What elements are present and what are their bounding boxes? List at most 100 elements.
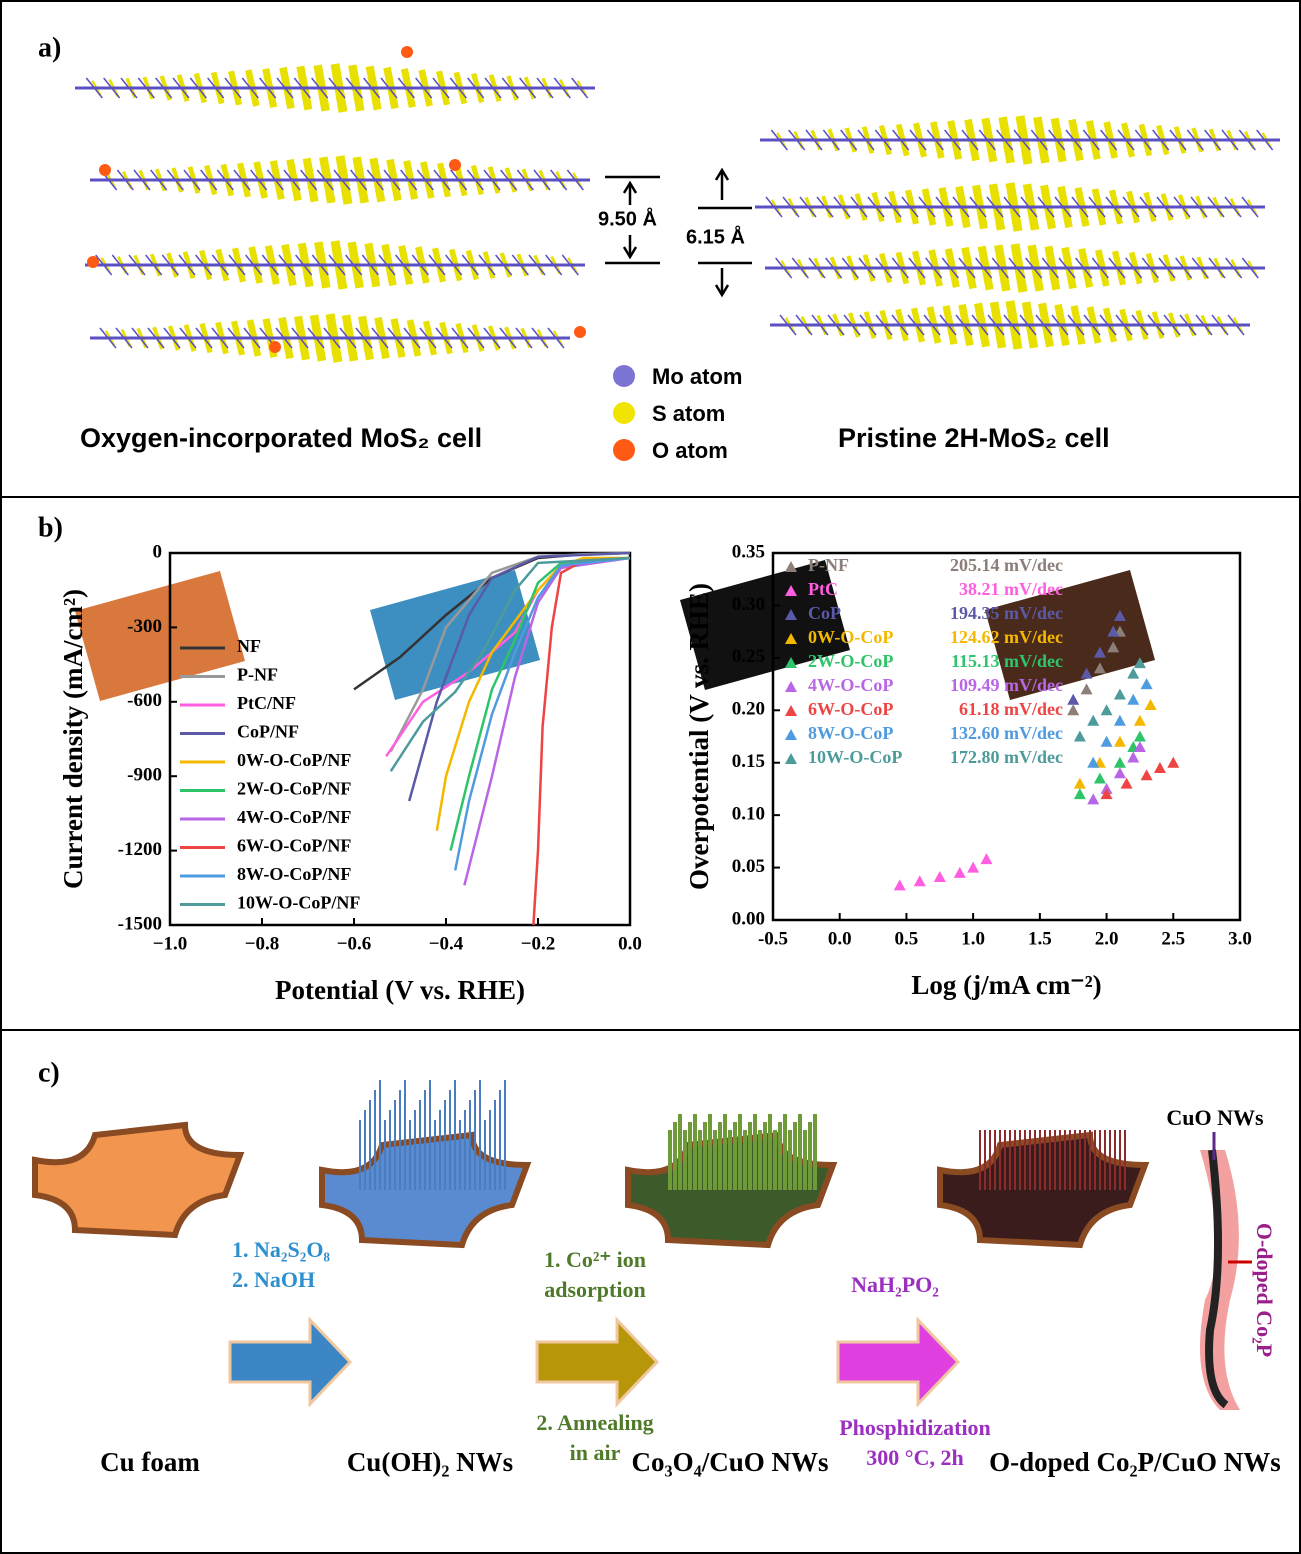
y-tick-label: 0.35 (732, 541, 765, 562)
point (1073, 730, 1086, 742)
point (967, 861, 980, 873)
stage-label: Co₃O₄/CuO NWs (632, 1447, 829, 1477)
point (1113, 688, 1126, 700)
x-tick-label: −0.2 (521, 933, 556, 954)
y-tick-label: 0.30 (732, 594, 765, 615)
legend-slope: 205.14 mV/dec (950, 555, 1063, 575)
legend-label: PtC/NF (237, 693, 296, 713)
inset-label: O-doped Co₂P (1252, 1223, 1277, 1357)
y-tick-label: 0.20 (732, 699, 765, 720)
sample (985, 570, 1155, 700)
stage-label: O-doped Co₂P/CuO NWs (989, 1447, 1281, 1477)
y-tick-label: -600 (127, 690, 162, 711)
legend-label: 10W-O-CoP/NF (237, 893, 360, 913)
legend-swatch (613, 439, 635, 461)
point (1133, 714, 1146, 726)
x-tick-label: 1.5 (1028, 928, 1052, 949)
x-tick-label: −0.8 (245, 933, 280, 954)
x-tick-label: −0.4 (429, 933, 464, 954)
sample (370, 570, 540, 700)
legend-slope: 61.18 mV/dec (959, 699, 1063, 719)
legend-label: 2W-O-CoP (808, 651, 893, 671)
point (1100, 735, 1113, 747)
arrow-head (622, 180, 638, 194)
inset-label: CuO NWs (1166, 1105, 1264, 1130)
legend-label: P-NF (237, 665, 278, 685)
legend-marker (785, 681, 797, 692)
legend-label: 4W-O-CoP (808, 675, 893, 695)
legend-marker (785, 753, 797, 764)
curve (453, 556, 631, 871)
foam-sheet (32, 1121, 245, 1239)
legend-label: S atom (652, 401, 725, 426)
x-tick-label: 0.0 (828, 928, 852, 949)
step-label: in air (570, 1440, 621, 1465)
legend-label: NF (237, 636, 261, 656)
legend-label: 4W-O-CoP/NF (237, 807, 351, 827)
spacing-label: 6.15 Å (686, 224, 745, 248)
step-label: adsorption (544, 1277, 645, 1302)
o-atom (99, 164, 111, 176)
x-axis-label: Potential (V vs. RHE) (275, 975, 525, 1005)
point (1133, 730, 1146, 742)
arrow-head (714, 167, 730, 181)
legend-label: 2W-O-CoP/NF (237, 779, 351, 799)
point (1113, 714, 1126, 726)
y-tick-label: 0.15 (732, 751, 765, 772)
panel-label: b) (38, 512, 63, 543)
point (1140, 678, 1153, 690)
legend-slope: 109.49 mV/dec (950, 675, 1063, 695)
arrow-head (714, 284, 730, 298)
point (953, 866, 966, 878)
x-tick-label: 0.0 (618, 933, 642, 954)
y-tick-label: -1500 (118, 913, 162, 934)
point (1087, 714, 1100, 726)
legend-slope: 38.21 mV/dec (959, 579, 1063, 599)
point (1107, 641, 1120, 653)
spacing-label: 9.50 Å (598, 206, 657, 230)
legend-marker (785, 633, 797, 644)
legend-label: 8W-O-CoP/NF (237, 864, 351, 884)
point (933, 871, 946, 883)
y-tick-label: 0.10 (732, 804, 765, 825)
caption: Oxygen-incorporated MoS₂ cell (80, 423, 482, 453)
y-tick-label: 0.05 (732, 856, 765, 877)
legend-label: Mo atom (652, 364, 742, 389)
y-axis-label: Overpotential (V vs. RHE) (684, 583, 714, 890)
o-atom (574, 326, 586, 338)
curve (407, 551, 631, 802)
y-axis-label: Current density (mA/cm²) (58, 589, 88, 889)
point (1133, 740, 1146, 752)
legend-label: 0W-O-CoP/NF (237, 750, 351, 770)
nanowire-core (1205, 1149, 1229, 1409)
x-tick-label: −1.0 (153, 933, 188, 954)
o-atom (269, 341, 281, 353)
legend-marker (785, 657, 797, 668)
plot-frame (771, 551, 1242, 922)
point (1113, 735, 1126, 747)
step-label: NaH₂PO₂ (851, 1272, 939, 1297)
y-tick-label: 0.00 (732, 908, 765, 929)
legend-marker (785, 585, 797, 596)
legend-marker (785, 561, 797, 572)
legend-label: P-NF (808, 555, 849, 575)
point (1093, 646, 1106, 658)
process-arrow (228, 1316, 353, 1408)
y-tick-label: -900 (127, 765, 162, 786)
point (913, 875, 926, 887)
point (1113, 756, 1126, 768)
point (1073, 777, 1086, 789)
curve (435, 556, 630, 831)
point (1080, 667, 1093, 679)
stage-label: Cu(OH)₂ NWs (347, 1447, 513, 1477)
x-tick-label: 3.0 (1228, 928, 1252, 949)
step-label: 1. Co²⁺ ion (544, 1247, 646, 1272)
point (1113, 767, 1126, 779)
legend-label: 6W-O-CoP (808, 699, 893, 719)
sample (680, 560, 850, 690)
point (1144, 699, 1157, 711)
legend-marker (785, 705, 797, 716)
legend-slope: 132.60 mV/dec (950, 723, 1063, 743)
legend-label: 10W-O-CoP (808, 747, 902, 767)
